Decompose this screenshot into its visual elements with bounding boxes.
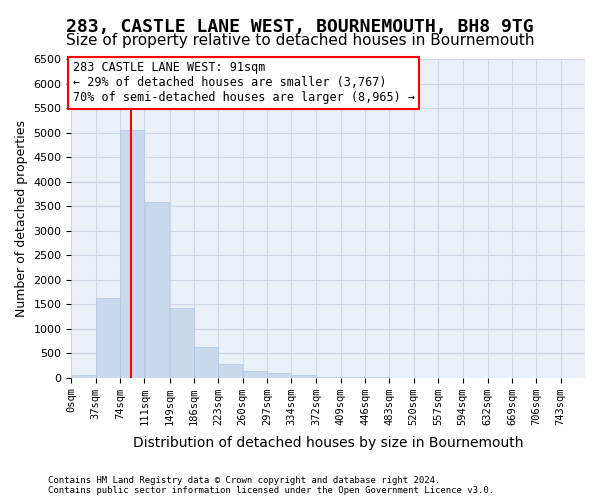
Bar xyxy=(96,298,120,378)
Text: Size of property relative to detached houses in Bournemouth: Size of property relative to detached ho… xyxy=(66,32,534,48)
Bar xyxy=(71,374,95,378)
Bar xyxy=(292,374,316,378)
Bar xyxy=(170,308,194,378)
Text: 283, CASTLE LANE WEST, BOURNEMOUTH, BH8 9TG: 283, CASTLE LANE WEST, BOURNEMOUTH, BH8 … xyxy=(66,18,534,36)
Bar xyxy=(121,130,144,378)
Y-axis label: Number of detached properties: Number of detached properties xyxy=(15,120,28,317)
Bar xyxy=(194,348,218,378)
Bar xyxy=(145,202,169,378)
X-axis label: Distribution of detached houses by size in Bournemouth: Distribution of detached houses by size … xyxy=(133,436,523,450)
Text: Contains HM Land Registry data © Crown copyright and database right 2024.: Contains HM Land Registry data © Crown c… xyxy=(48,476,440,485)
Bar xyxy=(218,364,242,378)
Text: Contains public sector information licensed under the Open Government Licence v3: Contains public sector information licen… xyxy=(48,486,494,495)
Text: 283 CASTLE LANE WEST: 91sqm
← 29% of detached houses are smaller (3,767)
70% of : 283 CASTLE LANE WEST: 91sqm ← 29% of det… xyxy=(73,62,415,104)
Bar xyxy=(243,372,267,378)
Bar xyxy=(267,374,291,378)
